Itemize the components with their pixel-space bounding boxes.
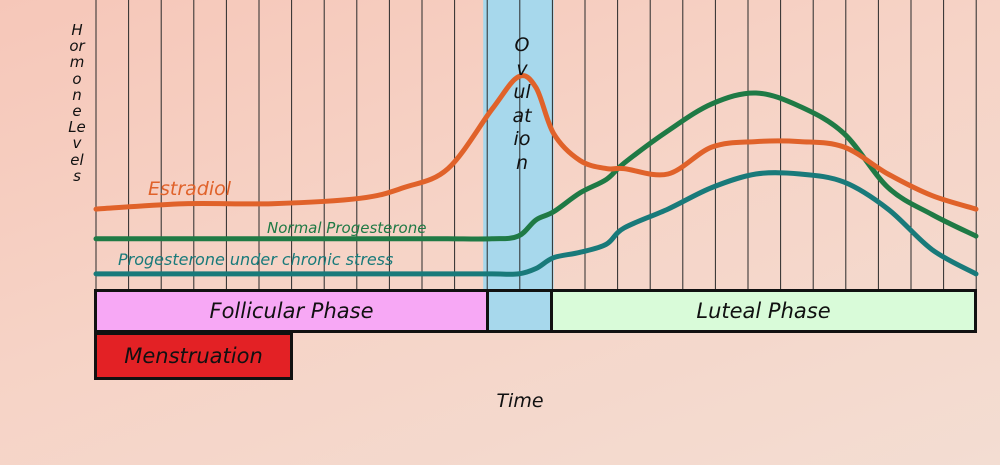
gridlines [95, 0, 977, 290]
luteal-phase-label: Luteal Phase [696, 299, 831, 323]
luteal-phase-bar: Luteal Phase [550, 289, 977, 333]
series-label-estradiol: Estradiol [148, 178, 232, 200]
series-lines [93, 73, 979, 277]
ovulation-phase-bar [486, 289, 553, 333]
series-label-stress-progesterone: Progesterone under chronic stress [118, 250, 394, 269]
series-line-estradiol [93, 73, 979, 212]
menstruation-bar: Menstruation [94, 332, 293, 380]
follicular-phase-bar: Follicular Phase [94, 289, 489, 333]
ovulation-band [483, 0, 554, 290]
series-label-normal-progesterone: Normal Progesterone [267, 219, 427, 237]
ovulation-label: Ovulation [512, 34, 532, 174]
y-axis-label: Hormone Levels [68, 21, 87, 185]
series-line-normal-progesterone [93, 90, 979, 242]
series-line-stress-progesterone [93, 170, 979, 277]
x-axis-label: Time [496, 390, 544, 412]
menstruation-label: Menstruation [124, 344, 263, 368]
follicular-phase-label: Follicular Phase [209, 299, 374, 323]
